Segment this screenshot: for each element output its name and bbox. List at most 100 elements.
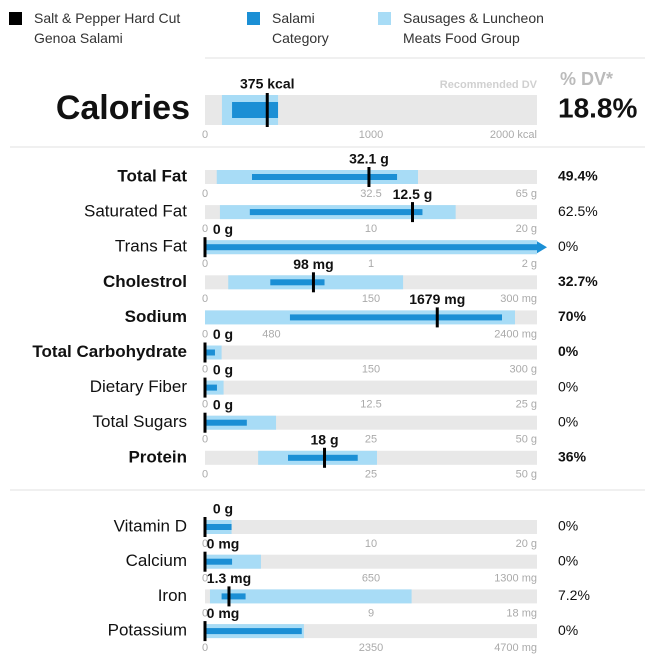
- legend-entry: Salami Category: [272, 10, 329, 46]
- category-range: [270, 279, 325, 286]
- legend-swatch: [247, 12, 260, 25]
- value-marker: [367, 167, 371, 187]
- nutrient-label: Total Fat: [117, 166, 187, 185]
- value-marker: [203, 551, 207, 572]
- x-tick-label: 0: [202, 363, 208, 375]
- x-tick-label: 0: [202, 434, 208, 446]
- legend-entry: Salt & Pepper Hard Cut Genoa Salami: [34, 10, 181, 46]
- x-tick-label: 10: [365, 538, 377, 550]
- x-tick-label: 2350: [359, 642, 383, 654]
- nutrient-label: Vitamin D: [114, 516, 187, 535]
- value-marker: [265, 93, 269, 127]
- value-marker: [203, 237, 207, 258]
- value-marker: [203, 517, 207, 537]
- category-range: [221, 593, 246, 600]
- dv-value: 7.2%: [558, 587, 590, 603]
- recommended-label: Recommended DV: [440, 79, 538, 91]
- value-label: 1.3 mg: [207, 570, 251, 586]
- dv-value: 0%: [558, 518, 578, 534]
- x-tick-label: 18 mg: [506, 607, 537, 619]
- nutrient-label: Potassium: [108, 621, 187, 640]
- x-tick-label: 1000: [359, 129, 383, 141]
- category-range: [289, 314, 503, 321]
- x-tick-label: 2000 kcal: [490, 129, 537, 141]
- dv-value: 49.4%: [558, 168, 598, 184]
- x-tick-label: 0: [202, 573, 208, 585]
- nutrient-label: Dietary Fiber: [90, 377, 188, 396]
- category-range: [205, 384, 217, 391]
- x-tick-label: 0: [202, 538, 208, 550]
- x-tick-label: 150: [362, 293, 380, 305]
- value-marker: [203, 377, 207, 398]
- dv-value: 0%: [558, 238, 578, 254]
- dv-value: 0%: [558, 378, 578, 394]
- x-tick-label: 50 g: [516, 434, 537, 446]
- x-tick-label: 0: [202, 328, 208, 340]
- dv-value: 18.8%: [558, 92, 637, 123]
- nutrient-label: Trans Fat: [115, 237, 187, 256]
- value-marker: [203, 342, 207, 363]
- dv-value: 36%: [558, 449, 587, 465]
- track: [205, 415, 537, 430]
- category-range: [205, 558, 233, 565]
- category-range: [205, 244, 537, 251]
- x-tick-label: 0: [202, 399, 208, 411]
- group-range: [209, 589, 412, 604]
- x-tick-label: 2400 mg: [494, 328, 537, 340]
- x-tick-label: 65 g: [516, 188, 537, 200]
- x-tick-label: 12.5: [360, 399, 381, 411]
- value-label: 0 g: [213, 501, 233, 517]
- legend-swatch: [378, 12, 391, 25]
- value-label: 375 kcal: [240, 76, 295, 92]
- dv-value: 0%: [558, 622, 578, 638]
- dv-value: 0%: [558, 343, 579, 359]
- x-tick-label: 1300 mg: [494, 573, 537, 585]
- track: [205, 380, 537, 395]
- category-range: [205, 349, 215, 356]
- overflow-arrow: [537, 241, 547, 254]
- x-tick-label: 50 g: [516, 469, 537, 481]
- dv-value: 70%: [558, 308, 587, 324]
- x-tick-label: 0: [202, 129, 208, 141]
- x-tick-label: 300 mg: [500, 293, 537, 305]
- x-tick-label: 0: [202, 188, 208, 200]
- x-tick-label: 150: [362, 363, 380, 375]
- x-tick-label: 25: [365, 469, 377, 481]
- value-marker: [411, 202, 414, 223]
- nutrient-label: Sodium: [125, 307, 187, 326]
- nutrient-label: Cholestrol: [103, 272, 187, 291]
- legend-swatch: [9, 12, 22, 25]
- category-range: [249, 209, 423, 216]
- nutrient-label: Saturated Fat: [84, 202, 187, 221]
- value-marker: [227, 586, 231, 607]
- dv-header: % DV*: [560, 69, 613, 89]
- x-tick-label: 20 g: [516, 223, 537, 235]
- category-range: [205, 524, 232, 530]
- value-label: 98 mg: [293, 256, 333, 272]
- category-range: [205, 419, 247, 426]
- x-tick-label: 300 g: [509, 363, 537, 375]
- category-range: [288, 454, 358, 461]
- x-tick-label: 4700 mg: [494, 642, 537, 654]
- value-label: 1679 mg: [409, 291, 465, 307]
- x-tick-label: 480: [262, 328, 280, 340]
- value-label: 0 mg: [207, 605, 240, 621]
- value-marker: [203, 621, 207, 642]
- dv-value: 0%: [558, 552, 578, 568]
- x-tick-label: 25: [365, 434, 377, 446]
- x-tick-label: 10: [365, 223, 377, 235]
- value-label: 0 g: [213, 221, 233, 237]
- value-label: 18 g: [311, 432, 339, 448]
- track: [205, 554, 537, 569]
- dv-value: 0%: [558, 413, 578, 429]
- value-marker: [323, 447, 327, 468]
- nutrient-label: Calcium: [126, 551, 187, 570]
- x-tick-label: 2 g: [522, 258, 537, 270]
- x-tick-label: 9: [368, 607, 374, 619]
- track: [205, 345, 537, 360]
- x-tick-label: 0: [202, 223, 208, 235]
- x-tick-label: 0: [202, 607, 208, 619]
- value-marker: [311, 272, 315, 293]
